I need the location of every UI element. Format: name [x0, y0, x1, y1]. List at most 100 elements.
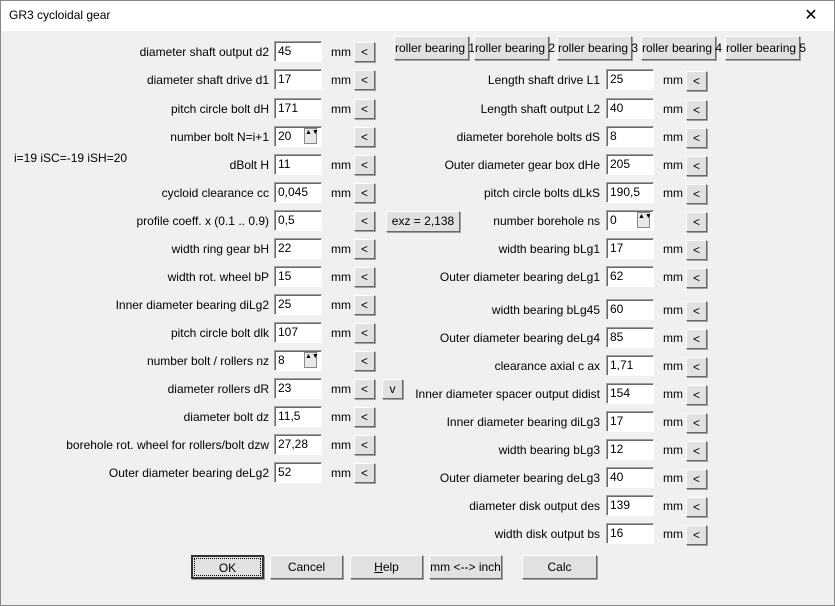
calc-button[interactable]: Calc — [522, 555, 597, 579]
field-label: pitch circle bolts dLkS — [483, 186, 600, 200]
roller-bearing-button-4[interactable]: roller bearing 4 — [641, 36, 722, 60]
window-title: GR3 cycloidal gear — [9, 8, 111, 22]
field-input[interactable]: 11 — [274, 154, 322, 175]
reset-arrow-button[interactable]: < — [354, 407, 375, 427]
reset-arrow-button[interactable]: < — [354, 295, 375, 315]
v-button[interactable]: v — [382, 379, 403, 399]
field-input[interactable]: 62 — [606, 266, 654, 287]
field-input[interactable]: 190,5 — [606, 182, 654, 203]
unit-label: mm — [663, 387, 683, 401]
unit-label: mm — [331, 466, 351, 480]
field-input[interactable]: 16 — [606, 523, 654, 544]
field-input[interactable]: 154 — [606, 383, 654, 404]
exz-button[interactable]: exz = 2,138 — [386, 211, 460, 232]
field-input[interactable]: 0,5 — [274, 210, 322, 231]
unit-label: mm — [663, 331, 683, 345]
reset-arrow-button[interactable]: < — [354, 323, 375, 343]
reset-arrow-button[interactable]: < — [354, 70, 375, 90]
reset-arrow-button[interactable]: < — [686, 497, 707, 517]
roller-bearing-button-2[interactable]: roller bearing 2 — [474, 36, 555, 60]
field-input[interactable]: 205 — [606, 154, 654, 175]
field-input[interactable]: 1,71 — [606, 355, 654, 376]
reset-arrow-button[interactable]: < — [686, 71, 707, 91]
field-input[interactable]: 45 — [274, 41, 322, 62]
reset-arrow-button[interactable]: < — [686, 128, 707, 148]
field-input[interactable]: 17 — [606, 238, 654, 259]
field-input[interactable]: 139 — [606, 495, 654, 516]
reset-arrow-button[interactable]: < — [354, 379, 375, 399]
field-input[interactable]: 40 — [606, 467, 654, 488]
field-label: width bearing bLg3 — [498, 443, 600, 457]
unit-label: mm — [663, 270, 683, 284]
field-input[interactable]: 22 — [274, 238, 322, 259]
reset-arrow-button[interactable]: < — [686, 385, 707, 405]
field-input[interactable]: 12 — [606, 439, 654, 460]
unit-label: mm — [331, 158, 351, 172]
unit-toggle-button[interactable]: mm <--> inch — [429, 555, 502, 579]
reset-arrow-button[interactable]: < — [354, 211, 375, 231]
field-input[interactable]: 25 — [274, 294, 322, 315]
reset-arrow-button[interactable]: < — [686, 156, 707, 176]
reset-arrow-button[interactable]: < — [686, 100, 707, 120]
field-input[interactable]: 15 — [274, 266, 322, 287]
field-input[interactable]: 171 — [274, 98, 322, 119]
reset-arrow-button[interactable]: < — [686, 441, 707, 461]
field-label: diameter bolt dz — [183, 410, 269, 424]
field-input[interactable]: 17 — [274, 69, 322, 90]
reset-arrow-button[interactable]: < — [686, 329, 707, 349]
cancel-button[interactable]: Cancel — [270, 555, 343, 579]
roller-bearing-button-1[interactable]: roller bearing 1 — [394, 36, 475, 60]
field-input[interactable]: 17 — [606, 411, 654, 432]
field-input[interactable]: 8 — [606, 126, 654, 147]
reset-arrow-button[interactable]: < — [686, 413, 707, 433]
unit-label: mm — [331, 298, 351, 312]
field-label: width disk output bs — [494, 527, 600, 541]
reset-arrow-button[interactable]: < — [354, 155, 375, 175]
reset-arrow-button[interactable]: < — [686, 301, 707, 321]
field-input[interactable]: 27,28 — [274, 434, 322, 455]
reset-arrow-button[interactable]: < — [354, 42, 375, 62]
field-label: pitch circle bolt dH — [170, 102, 269, 116]
reset-arrow-button[interactable]: < — [686, 469, 707, 489]
spinner-arrows-icon[interactable]: ▲▼ — [304, 352, 319, 368]
reset-arrow-button[interactable]: < — [354, 351, 375, 371]
roller-bearing-button-3[interactable]: roller bearing 3 — [557, 36, 638, 60]
reset-arrow-button[interactable]: < — [686, 357, 707, 377]
reset-arrow-button[interactable]: < — [686, 240, 707, 260]
field-input[interactable]: 25 — [606, 69, 654, 90]
field-label: Outer diameter bearing deLg2 — [108, 466, 269, 480]
unit-label: mm — [331, 410, 351, 424]
ok-button[interactable]: OK — [191, 555, 264, 579]
reset-arrow-button[interactable]: < — [354, 99, 375, 119]
reset-arrow-button[interactable]: < — [354, 435, 375, 455]
field-input[interactable]: 23 — [274, 378, 322, 399]
reset-arrow-button[interactable]: < — [354, 127, 375, 147]
spinner-arrows-icon[interactable]: ▲▼ — [637, 212, 652, 228]
field-label: diameter borehole bolts dS — [456, 130, 600, 144]
unit-label: mm — [663, 242, 683, 256]
reset-arrow-button[interactable]: < — [354, 267, 375, 287]
field-label: Outer diameter bearing deLg1 — [439, 270, 600, 284]
reset-arrow-button[interactable]: < — [354, 183, 375, 203]
unit-label: mm — [663, 499, 683, 513]
field-input[interactable]: 107 — [274, 322, 322, 343]
field-input[interactable]: 85 — [606, 327, 654, 348]
field-input[interactable]: 60 — [606, 299, 654, 320]
unit-label: mm — [331, 326, 351, 340]
reset-arrow-button[interactable]: < — [354, 239, 375, 259]
field-input[interactable]: 40 — [606, 98, 654, 119]
reset-arrow-button[interactable]: < — [686, 268, 707, 288]
help-button[interactable]: Help — [350, 555, 423, 579]
reset-arrow-button[interactable]: < — [686, 525, 707, 545]
spinner-arrows-icon[interactable]: ▲▼ — [304, 128, 319, 144]
field-input[interactable]: 0,045 — [274, 182, 322, 203]
reset-arrow-button[interactable]: < — [354, 463, 375, 483]
field-input[interactable]: 11,5 — [274, 406, 322, 427]
field-input[interactable]: 52 — [274, 462, 322, 483]
close-icon[interactable]: ✕ — [804, 7, 818, 24]
unit-label: mm — [663, 443, 683, 457]
reset-arrow-button[interactable]: < — [686, 212, 707, 232]
roller-bearing-button-5[interactable]: roller bearing 5 — [725, 36, 806, 60]
reset-arrow-button[interactable]: < — [686, 184, 707, 204]
unit-label: mm — [663, 186, 683, 200]
